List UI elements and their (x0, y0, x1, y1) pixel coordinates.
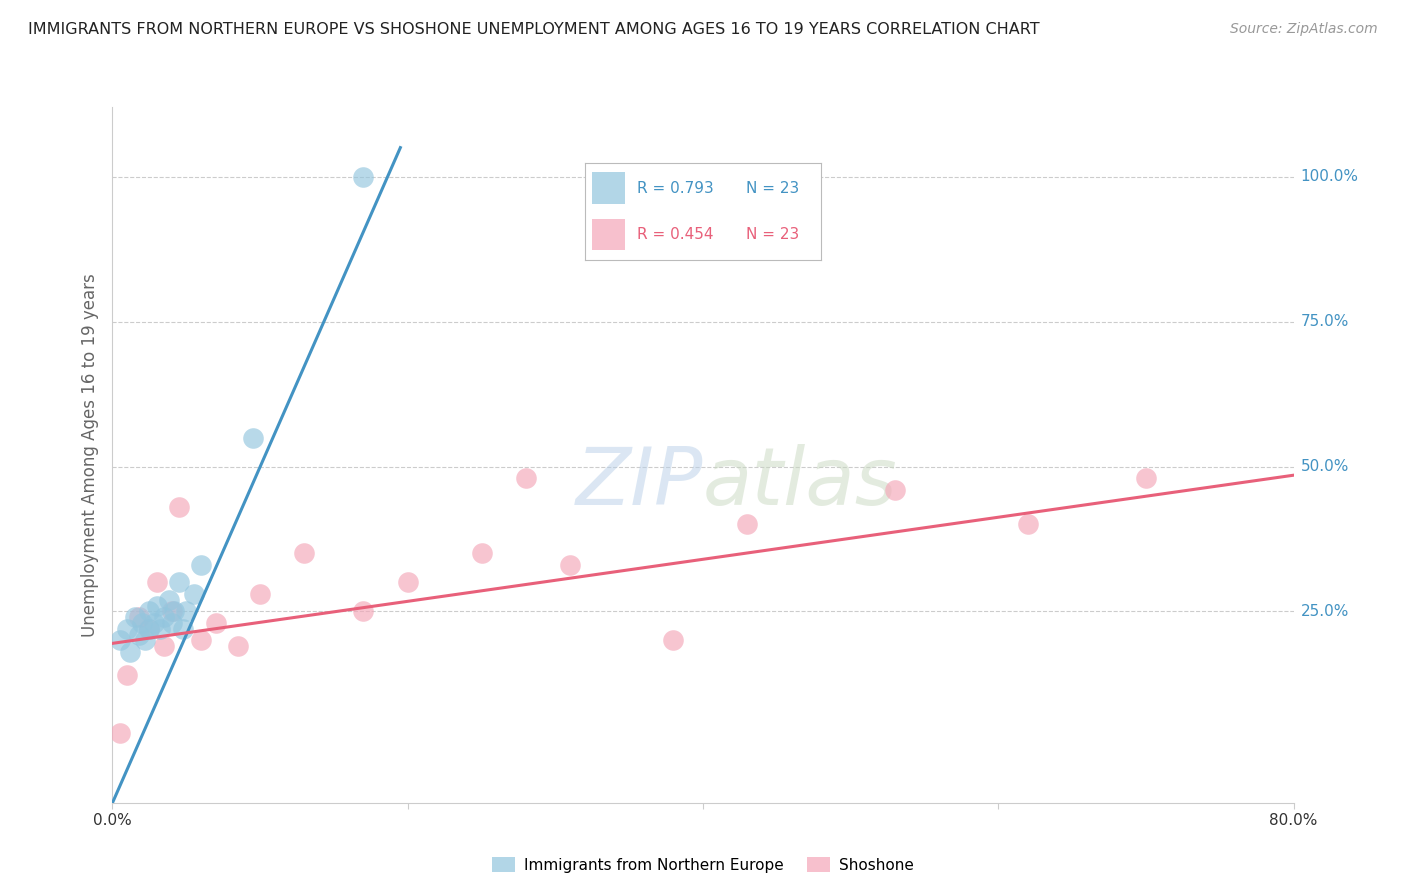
Point (352, 169, 374, 184)
Point (662, 633, 685, 648)
Point (190, 558, 212, 573)
Point (108, 726, 131, 740)
Point (884, 483, 907, 497)
Point (205, 615, 228, 630)
Text: atlas: atlas (703, 443, 898, 522)
Point (242, 431, 264, 445)
Point (124, 610, 146, 624)
Point (128, 628, 150, 642)
Legend: Immigrants from Northern Europe, Shoshone: Immigrants from Northern Europe, Shoshon… (486, 850, 920, 879)
Point (149, 622, 172, 636)
Point (292, 546, 315, 561)
Point (737, 517, 759, 532)
Point (138, 622, 160, 636)
Point (470, 546, 494, 561)
Point (167, 575, 190, 590)
Text: 50.0%: 50.0% (1301, 459, 1348, 474)
Point (190, 633, 212, 648)
Point (352, 605, 374, 619)
Point (131, 615, 153, 630)
Text: 75.0%: 75.0% (1301, 314, 1348, 329)
Text: 100.0%: 100.0% (1301, 169, 1358, 184)
Point (117, 668, 138, 682)
Text: ZIP: ZIP (575, 443, 703, 522)
Y-axis label: Unemployment Among Ages 16 to 19 years: Unemployment Among Ages 16 to 19 years (80, 273, 98, 637)
Text: IMMIGRANTS FROM NORTHERN EUROPE VS SHOSHONE UNEMPLOYMENT AMONG AGES 16 TO 19 YEA: IMMIGRANTS FROM NORTHERN EUROPE VS SHOSH… (28, 22, 1040, 37)
Text: N = 23: N = 23 (745, 227, 799, 243)
Point (146, 599, 169, 613)
Point (163, 605, 186, 619)
Text: R = 0.793: R = 0.793 (637, 180, 714, 195)
Point (108, 633, 131, 648)
Point (142, 615, 165, 630)
Point (174, 605, 197, 619)
Point (138, 622, 160, 636)
Point (157, 592, 180, 607)
Text: Source: ZipAtlas.com: Source: ZipAtlas.com (1230, 22, 1378, 37)
Point (396, 575, 419, 590)
Point (558, 558, 582, 573)
Point (120, 645, 142, 659)
Point (117, 622, 138, 636)
Point (134, 633, 156, 648)
Point (515, 471, 537, 485)
Text: N = 23: N = 23 (745, 180, 799, 195)
Point (146, 575, 169, 590)
Point (153, 610, 176, 624)
Point (167, 500, 190, 514)
Point (153, 639, 176, 653)
Point (249, 587, 271, 601)
Point (183, 587, 205, 601)
Point (226, 639, 249, 653)
Bar (592, 219, 626, 251)
Point (1135, 471, 1157, 485)
Text: R = 0.454: R = 0.454 (637, 227, 713, 243)
Point (138, 605, 160, 619)
Point (128, 610, 150, 624)
Point (172, 622, 194, 636)
Point (1017, 517, 1039, 532)
Point (160, 605, 183, 619)
Bar (592, 172, 626, 203)
Text: 25.0%: 25.0% (1301, 604, 1348, 619)
Point (160, 615, 183, 630)
